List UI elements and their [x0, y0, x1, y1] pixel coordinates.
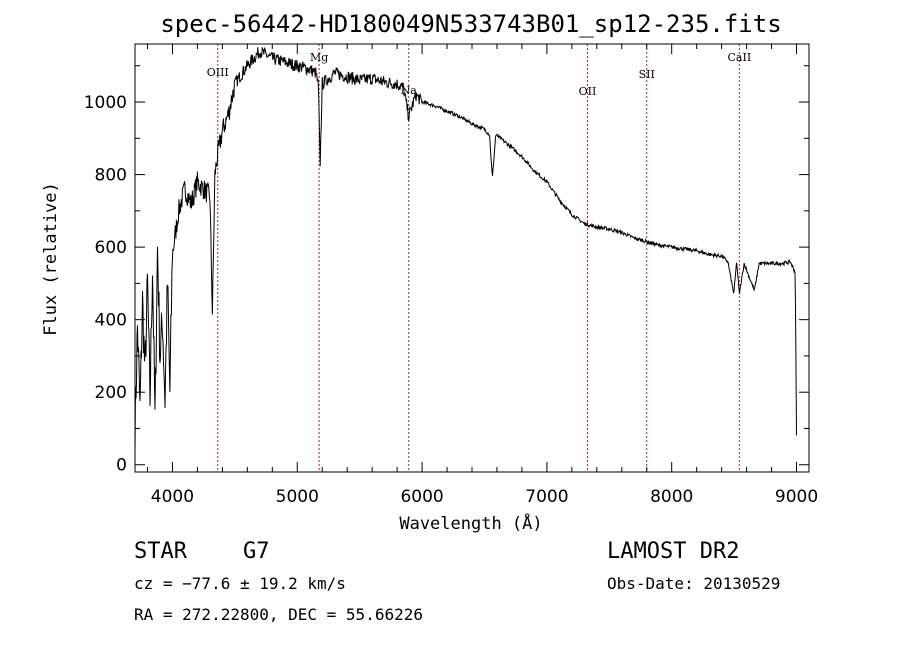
marker-label: OIII: [207, 66, 229, 79]
marker-label: SII: [639, 68, 655, 81]
coordinates: RA = 272.22800, DEC = 55.66226: [134, 605, 423, 624]
marker-label: CaII: [728, 51, 752, 64]
y-axis-label: Flux (relative): [41, 182, 61, 336]
x-tick-label: 7000: [525, 487, 568, 507]
x-tick-label: 8000: [650, 487, 693, 507]
marker-label: OII: [579, 85, 597, 98]
y-tick-label: 400: [95, 311, 127, 331]
chart-title: spec-56442-HD180049N533743B01_sp12-235.f…: [160, 10, 781, 38]
plot-frame: [134, 43, 810, 473]
y-tick-label: 600: [95, 238, 127, 258]
y-axis-ticks: 0 200 400 600 800 1000: [84, 65, 809, 476]
y-tick-label: 0: [116, 456, 127, 476]
y-tick-label: 1000: [84, 93, 127, 113]
redshift-velocity: cz = −77.6 ± 19.2 km/s: [134, 574, 346, 593]
y-tick-label: 200: [95, 383, 127, 403]
x-tick-label: 5000: [276, 487, 319, 507]
x-axis-ticks: 4000 5000 6000 7000 8000 9000: [146, 44, 818, 507]
x-tick-label: 6000: [400, 487, 443, 507]
y-tick-label: 800: [95, 166, 127, 186]
object-class: STAR: [134, 539, 188, 564]
x-tick-label: 4000: [151, 487, 194, 507]
object-subclass: G7: [243, 539, 270, 564]
x-axis-label: Wavelength (Å): [399, 512, 542, 534]
marker-label: Mg: [310, 51, 328, 64]
survey-name: LAMOST DR2: [607, 539, 739, 564]
x-tick-label: 9000: [775, 487, 818, 507]
observation-date: Obs-Date: 20130529: [607, 574, 780, 593]
spectrum-line: [134, 46, 797, 454]
